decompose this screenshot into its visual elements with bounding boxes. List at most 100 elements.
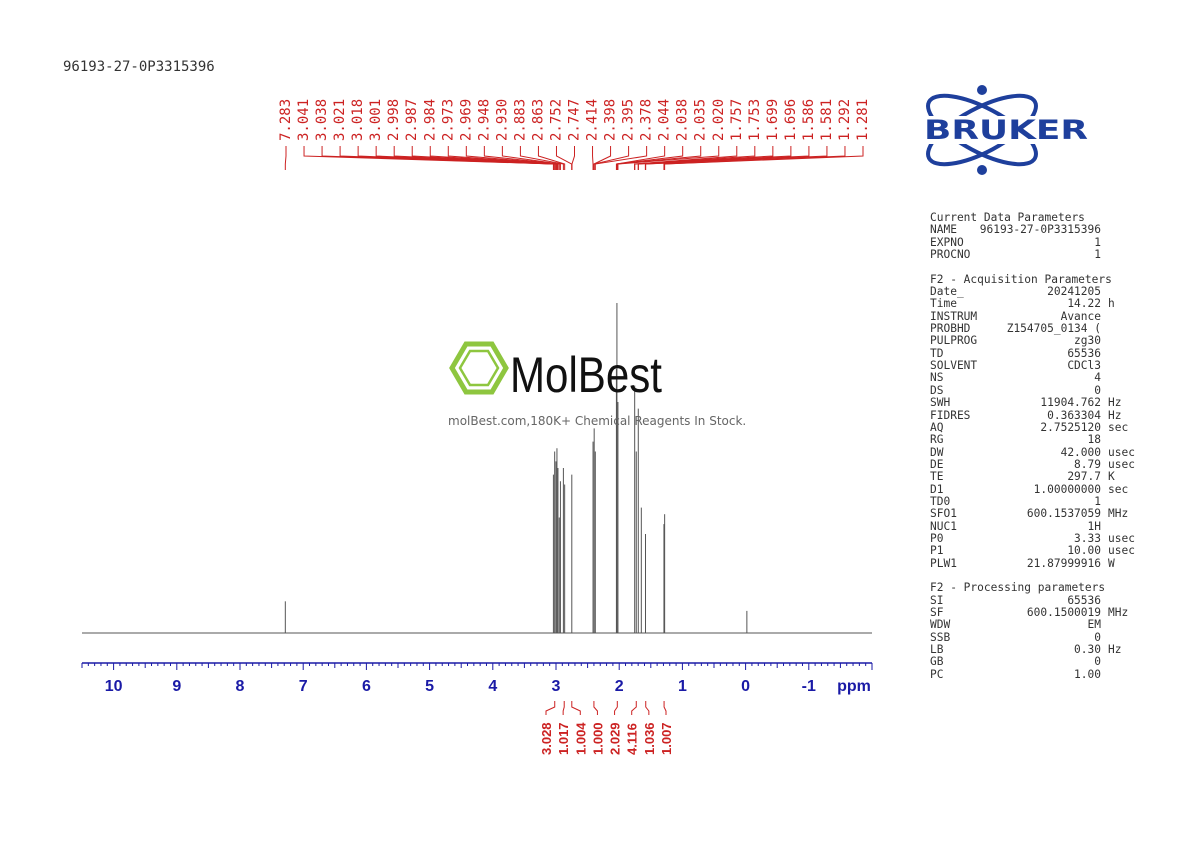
parameter-unit: MHz xyxy=(1108,507,1129,521)
parameter-key: NAME xyxy=(930,223,957,237)
parameter-value: 0 xyxy=(1094,383,1101,397)
peak-label: 2.948 xyxy=(476,99,492,141)
parameter-key: D1 xyxy=(930,482,944,496)
parameter-value: 18 xyxy=(1087,433,1101,447)
parameter-value: 1H xyxy=(1087,519,1101,533)
integral-label: 1.000 xyxy=(590,722,605,755)
peak-leader-line xyxy=(593,146,612,170)
parameter-value: Avance xyxy=(1060,309,1101,323)
integral-label: 1.017 xyxy=(556,722,571,755)
parameter-value: 3.33 xyxy=(1074,531,1101,545)
parameter-row: D1 1.00000000 sec xyxy=(930,482,1145,496)
peak-leader-line xyxy=(616,146,702,170)
parameter-section: F2 - Processing parameters SI 65536 SF 600.1… xyxy=(930,581,1145,681)
parameter-value: zg30 xyxy=(1074,334,1101,348)
integral-label: 1.004 xyxy=(573,722,588,755)
peak-leader-line xyxy=(645,146,828,170)
parameter-value: 96193-27-0P3315396 xyxy=(979,223,1101,237)
parameter-row: PROCNO 1 xyxy=(930,248,1145,262)
integral-leader-line xyxy=(645,701,650,715)
parameter-key: WDW xyxy=(930,618,951,632)
parameter-key: PLW1 xyxy=(930,556,957,570)
peak-label: 2.747 xyxy=(567,99,583,141)
bruker-logo: BRUKER xyxy=(918,80,1098,180)
parameter-key: Time xyxy=(930,297,957,311)
peak-leader-line xyxy=(664,146,864,170)
x-tick-label: 1 xyxy=(678,678,687,695)
integral-leader-line xyxy=(571,701,581,715)
peak-leader-line xyxy=(519,146,564,170)
sample-id: 96193-27-0P3315396 xyxy=(63,59,215,75)
x-tick-label: 9 xyxy=(172,678,181,695)
parameter-key: NUC1 xyxy=(930,519,957,533)
parameter-unit: usec xyxy=(1108,445,1135,459)
parameter-section: F2 - Acquisition Parameters Date_ 20241205… xyxy=(930,273,1145,570)
parameter-row: NS 4 xyxy=(930,372,1145,385)
parameter-key: INSTRUM xyxy=(930,309,978,323)
parameter-row: TD0 1 xyxy=(930,494,1145,508)
peak-leader-line xyxy=(537,146,566,170)
peak-label: 2.378 xyxy=(639,99,655,141)
parameter-row: INSTRUM Avance xyxy=(930,309,1145,323)
parameter-value: 600.1537059 xyxy=(1026,507,1101,521)
parameter-row: WDW EM xyxy=(930,618,1145,632)
peak-label: 2.987 xyxy=(404,99,420,141)
parameter-unit: Hz xyxy=(1108,643,1122,657)
parameter-row: SF 600.1500019 MHz xyxy=(930,606,1145,619)
peak-leader-line xyxy=(637,146,792,170)
peak-leader-line xyxy=(284,146,287,170)
watermark-brand: MolBest xyxy=(510,347,662,403)
integral-leader-line xyxy=(545,701,556,715)
peak-label: 2.414 xyxy=(585,99,601,141)
integral-label: 1.036 xyxy=(642,722,657,755)
x-axis-label: ppm xyxy=(837,678,871,695)
parameter-value: 20241205 xyxy=(1047,285,1101,299)
parameter-unit: Hz xyxy=(1108,396,1122,410)
peak-label: 1.753 xyxy=(747,99,763,141)
parameter-key: RG xyxy=(930,433,944,447)
peak-label: 2.398 xyxy=(603,99,619,141)
parameter-key: TD0 xyxy=(930,494,951,508)
peak-leader-line xyxy=(501,146,561,170)
peak-label: 2.395 xyxy=(621,99,637,141)
integral-label-group: 3.028 1.017 1.004 1.000 2.029 4.116 1.036 1.007 xyxy=(539,701,674,755)
parameter-row: NAME 96193-27-0P3315396 xyxy=(930,223,1145,237)
parameter-key: SWH xyxy=(930,396,951,410)
peak-label: 1.281 xyxy=(855,99,871,141)
parameter-row: LB 0.30 Hz xyxy=(930,643,1145,657)
parameter-row: SWH 11904.762 Hz xyxy=(930,396,1145,410)
parameter-value: 1.00000000 xyxy=(1033,482,1101,496)
parameter-value: 10.00 xyxy=(1067,544,1101,558)
peak-label: 2.044 xyxy=(657,99,673,141)
parameter-key: LB xyxy=(930,643,944,657)
peak-label: 3.038 xyxy=(314,99,330,141)
parameter-key: FIDRES xyxy=(930,408,971,422)
parameter-key: SFO1 xyxy=(930,507,957,521)
peak-leader-line xyxy=(634,146,756,170)
x-tick-label: 2 xyxy=(615,678,624,695)
parameter-key: SI xyxy=(930,593,944,607)
peak-leader-line xyxy=(617,146,720,170)
parameter-row: GB 0 xyxy=(930,656,1145,669)
x-tick-label: 3 xyxy=(552,678,561,695)
parameter-key: PROBHD xyxy=(930,322,971,336)
peak-leader-line xyxy=(571,146,575,170)
parameter-row: Time 14.22 h xyxy=(930,297,1145,311)
parameter-unit: sec xyxy=(1108,420,1129,434)
parameter-value: Z154705_0134 ( xyxy=(1006,322,1101,336)
peak-label: 2.973 xyxy=(440,99,456,141)
parameter-value: 1 xyxy=(1094,248,1101,262)
parameter-value: 21.87999916 xyxy=(1026,556,1101,570)
parameter-row: PC 1.00 xyxy=(930,667,1145,681)
parameter-row: SI 65536 xyxy=(930,593,1145,607)
peak-leader-line xyxy=(594,146,648,170)
peak-label: 1.581 xyxy=(819,99,835,141)
peak-leader-line xyxy=(393,146,557,170)
parameter-row: TD 65536 xyxy=(930,347,1145,360)
peak-label: 1.292 xyxy=(837,99,853,141)
parameter-value: 11904.762 xyxy=(1040,396,1101,410)
parameter-section: Current Data Parameters NAME 96193-27-0P33… xyxy=(930,211,1145,262)
parameter-key: PULPROG xyxy=(930,334,978,348)
parameter-key: PC xyxy=(930,667,944,681)
spectrum-trace-group xyxy=(82,303,872,634)
